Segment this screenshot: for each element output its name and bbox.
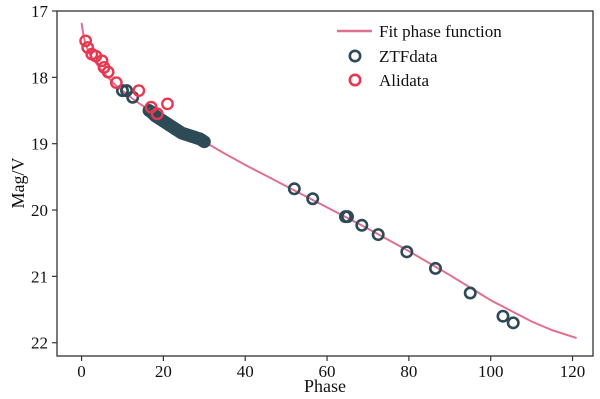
x-tick-label: 20 — [155, 362, 172, 381]
plot-area — [79, 22, 577, 340]
legend-label-ztf: ZTFdata — [379, 47, 438, 66]
ztf-data-point — [371, 228, 385, 242]
ztf-data-point — [400, 245, 414, 259]
ztf-data-point — [341, 210, 355, 224]
x-tick-label: 100 — [478, 362, 504, 381]
legend-label-ali: Alidata — [379, 71, 429, 90]
legend-marker-ali — [348, 73, 362, 87]
legend: Fit phase function ZTFdata Alidata — [337, 22, 502, 90]
legend-label-fit: Fit phase function — [379, 22, 502, 41]
ztf-data-point — [496, 309, 510, 323]
y-tick-label: 17 — [31, 2, 49, 21]
x-tick-label: 0 — [77, 362, 86, 381]
ali-data-point — [79, 34, 93, 48]
ztf-data-point — [197, 135, 211, 149]
ali-data-point — [161, 97, 174, 111]
ali-data-point — [109, 76, 123, 90]
legend-marker-ztf — [348, 49, 362, 63]
ztf-data-point — [355, 218, 369, 232]
y-tick-label: 22 — [31, 334, 48, 353]
ztf-data-point — [126, 90, 140, 104]
ztf-data-point — [463, 286, 477, 300]
ztf-data-point — [306, 192, 320, 206]
y-tick-label: 18 — [31, 68, 48, 87]
x-tick-label: 80 — [400, 362, 417, 381]
ali-data-point — [132, 84, 146, 98]
y-axis-label: Mag/V — [8, 158, 28, 209]
y-tick-label: 20 — [31, 201, 48, 220]
x-tick-label: 40 — [237, 362, 254, 381]
ztf-data-point — [287, 182, 301, 196]
y-tick-label: 21 — [31, 267, 48, 286]
y-tick-label: 19 — [31, 135, 48, 154]
x-axis-label: Phase — [304, 376, 346, 396]
ali-data-point — [95, 54, 109, 68]
ali-data-point — [150, 107, 164, 121]
x-axis: 0 20 40 60 80 100 120 — [77, 356, 585, 381]
x-tick-label: 60 — [319, 362, 336, 381]
x-tick-label: 120 — [560, 362, 586, 381]
ali-data-point — [101, 65, 115, 79]
plot-frame — [56, 10, 594, 357]
fit-phase-function-line — [80, 22, 577, 340]
ztf-data-point — [506, 316, 520, 330]
ztf-data-point — [115, 84, 129, 98]
y-axis: 17 18 19 20 21 22 — [31, 2, 57, 353]
ztf-data-point — [428, 261, 442, 275]
